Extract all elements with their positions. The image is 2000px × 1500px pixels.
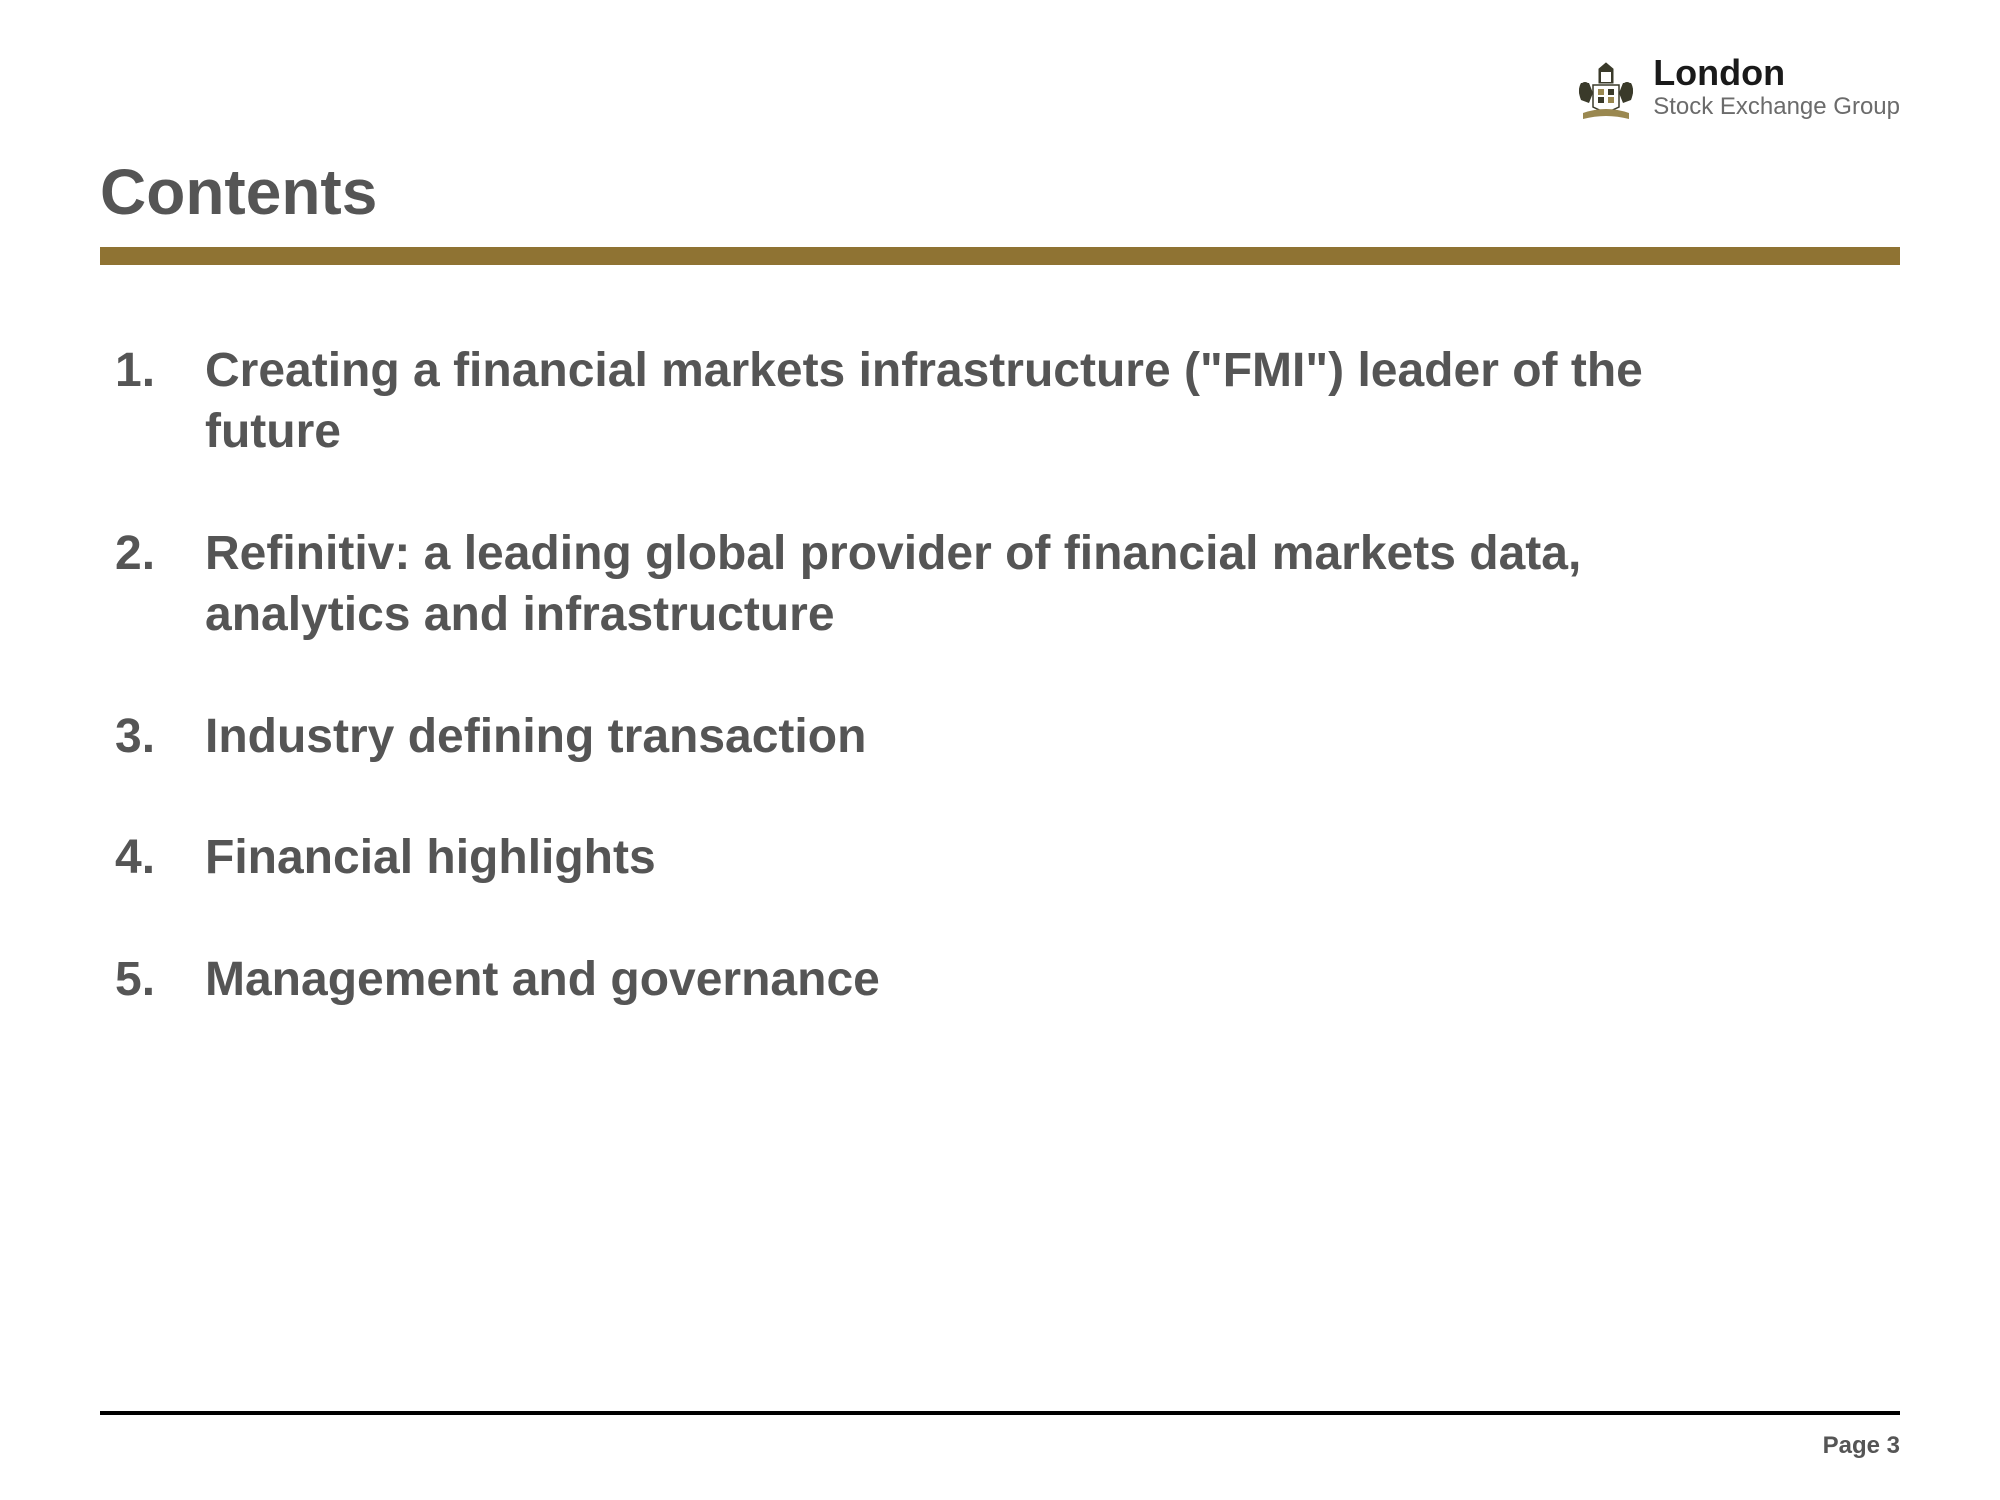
list-item: Management and governance — [115, 949, 1715, 1010]
logo-text: London Stock Exchange Group — [1653, 55, 1900, 122]
logo-main-text: London — [1653, 55, 1900, 91]
list-item: Financial highlights — [115, 827, 1715, 888]
list-item: Creating a financial markets infrastruct… — [115, 340, 1715, 463]
page-title: Contents — [100, 155, 1900, 229]
contents-list: Creating a financial markets infrastruct… — [100, 340, 1900, 1010]
page-number: Page 3 — [1823, 1432, 1900, 1460]
lseg-crest-icon — [1571, 55, 1641, 125]
title-underline — [100, 247, 1900, 265]
list-item: Refinitiv: a leading global provider of … — [115, 523, 1715, 646]
bottom-rule — [100, 1411, 1900, 1415]
list-item: Industry defining transaction — [115, 706, 1715, 767]
logo-area: London Stock Exchange Group — [1571, 55, 1900, 125]
logo-sub-text: Stock Exchange Group — [1653, 91, 1900, 122]
slide-container: London Stock Exchange Group Contents Cre… — [0, 0, 2000, 1500]
